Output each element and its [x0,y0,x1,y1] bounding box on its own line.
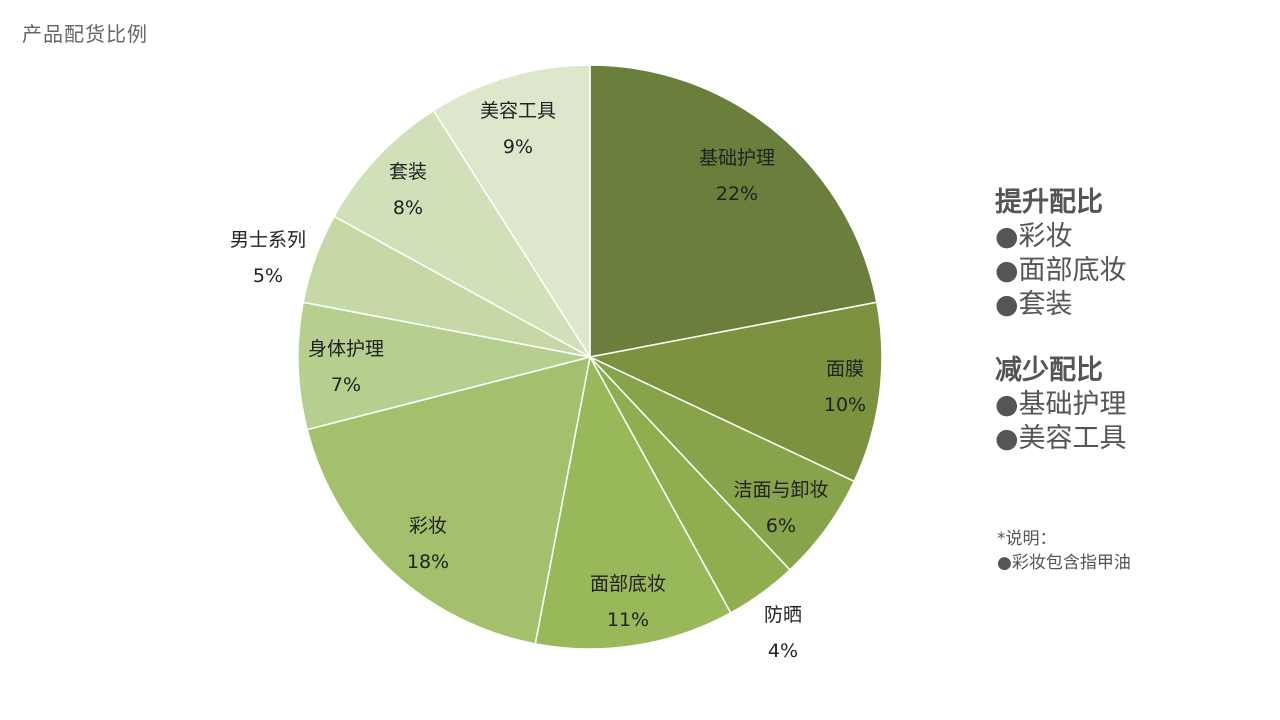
decrease-item: ●基础护理 [995,389,1127,420]
page-title: 产品配货比例 [22,22,148,46]
pie-slice [297,301,591,431]
note-item: ●彩妆包含指甲油 [997,553,1131,573]
slice-value-label: 8% [393,197,423,219]
decrease-heading: 减少配比 [995,355,1103,386]
pie-slice [534,354,732,650]
slice-value-label: 18% [407,551,449,573]
slice-value-label: 5% [253,265,283,287]
slice-value-label: 10% [824,394,866,416]
slice-category-label: 基础护理 [699,147,775,169]
pie-labels: 基础护理 22% 面膜 10% 洁面与卸妆 6% 防晒 4% 面部底妆 11% 彩妆 18% 身体护理 7… [230,100,866,662]
decrease-group: 减少配比 ●基础护理 ●美容工具 [995,354,1265,456]
increase-heading: 提升配比 [995,187,1103,218]
slice-category-label: 套装 [389,161,427,183]
slice-value-label: 4% [768,640,798,662]
pie-slice [587,301,883,483]
slice-value-label: 7% [331,374,361,396]
note-heading: *说明： [997,529,1057,549]
increase-group: 提升配比 ●彩妆 ●面部底妆 ●套装 [995,186,1265,322]
slice-category-label: 美容工具 [480,100,556,122]
pie-slice [432,64,591,360]
increase-item: ●面部底妆 [995,255,1127,286]
pie-slices [297,64,883,650]
slice-category-label: 身体护理 [308,338,384,360]
slice-value-label: 6% [766,515,796,537]
pie-slice [306,355,591,645]
decrease-item: ●美容工具 [995,423,1127,454]
slice-value-label: 22% [716,183,758,205]
side-panel: 提升配比 ●彩妆 ●面部底妆 ●套装 减少配比 ●基础护理 ●美容工具 [995,186,1265,456]
pie-slice [589,64,878,358]
increase-item: ●彩妆 [995,221,1073,252]
slice-category-label: 男士系列 [230,229,306,251]
slice-category-label: 洁面与卸妆 [733,479,828,501]
pie-slice [333,109,591,358]
slice-category-label: 面部底妆 [590,573,666,595]
slice-category-label: 防晒 [764,604,802,626]
slice-value-label: 11% [607,609,649,631]
slice-category-label: 彩妆 [409,515,447,537]
increase-item: ●套装 [995,289,1073,320]
slice-value-label: 9% [503,136,533,158]
note: *说明： ●彩妆包含指甲油 [997,527,1131,575]
slice-category-label: 面膜 [826,358,864,380]
